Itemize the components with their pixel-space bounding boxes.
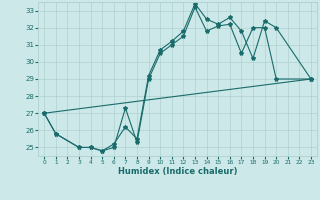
- X-axis label: Humidex (Indice chaleur): Humidex (Indice chaleur): [118, 167, 237, 176]
